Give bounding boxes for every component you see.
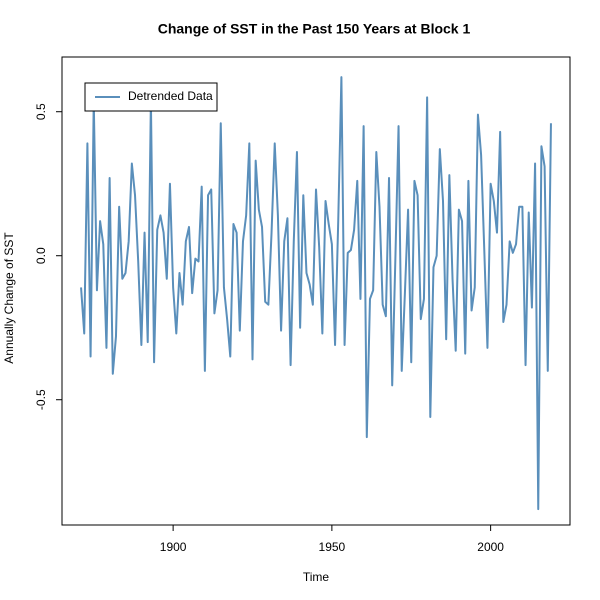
legend-label: Detrended Data xyxy=(128,89,213,103)
x-tick-label: 1900 xyxy=(160,540,187,554)
data-line xyxy=(80,76,552,511)
x-tick-label: 2000 xyxy=(477,540,504,554)
x-axis-label: Time xyxy=(303,570,330,584)
plot-frame xyxy=(61,56,571,526)
y-tick-label: 0.5 xyxy=(34,103,48,120)
y-tick-label: 0.0 xyxy=(34,247,48,264)
y-axis-label: Annually Change of SST xyxy=(2,232,16,364)
x-tick-label: 1950 xyxy=(319,540,346,554)
chart-title: Change of SST in the Past 150 Years at B… xyxy=(158,21,471,37)
y-tick-label: -0.5 xyxy=(34,389,48,410)
